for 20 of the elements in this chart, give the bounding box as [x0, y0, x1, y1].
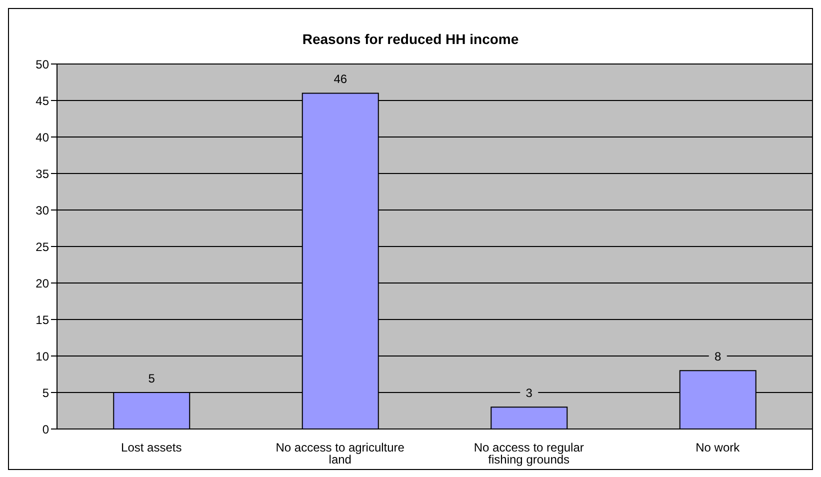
y-tick-label: 20 [36, 276, 50, 290]
x-tick-label: No access to regular fishing grounds [474, 440, 584, 467]
y-tick-label: 40 [36, 130, 50, 144]
y-tick-label: 35 [36, 166, 50, 181]
y-tick-label: 25 [36, 240, 50, 254]
x-tick-label: Lost assets [121, 440, 182, 455]
data-label: 5 [148, 372, 156, 386]
x-tick-label: No work [696, 440, 741, 455]
data-label: 46 [334, 72, 348, 86]
chart-title: Reasons for reduced HH income [301, 31, 520, 49]
y-tick-label: 0 [42, 422, 50, 436]
y-tick-label: 45 [36, 94, 50, 108]
y-tick-label: 50 [36, 57, 50, 72]
y-tick-label: 5 [42, 386, 50, 400]
y-tick-label: 10 [36, 349, 50, 364]
data-label: 3 [526, 386, 533, 400]
data-label: 8 [714, 350, 722, 364]
x-tick-label: No access to agriculture land [276, 440, 405, 467]
y-tick-label: 30 [36, 203, 50, 218]
y-tick-label: 15 [36, 312, 50, 327]
